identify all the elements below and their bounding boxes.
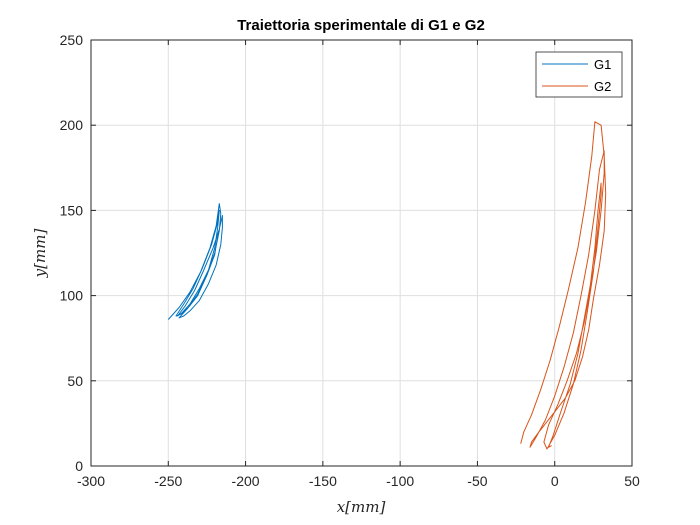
y-tick-label: 50 xyxy=(67,373,83,389)
x-tick-label: -300 xyxy=(77,473,105,489)
y-axis-label: y[mm] xyxy=(31,229,49,279)
x-tick-label: -200 xyxy=(232,473,260,489)
legend: G1 G2 xyxy=(535,51,623,98)
x-tick-label: -150 xyxy=(309,473,337,489)
legend-box xyxy=(535,51,623,98)
legend-label-g1: G1 xyxy=(594,57,611,72)
series-line-g1 xyxy=(167,203,223,320)
x-tick-label: -50 xyxy=(467,473,487,489)
ticks xyxy=(90,39,633,467)
series-line-g2 xyxy=(520,121,607,450)
x-tick-label: 50 xyxy=(624,473,640,489)
x-tick-label: -100 xyxy=(386,473,414,489)
y-tick-label: 150 xyxy=(60,202,84,218)
y-tick-label: 200 xyxy=(60,117,84,133)
legend-label-g2: G2 xyxy=(594,79,611,94)
y-tick-label: 250 xyxy=(60,32,84,48)
x-axis-label: x[mm] xyxy=(337,498,386,516)
y-tick-label: 0 xyxy=(75,458,83,474)
plot-frame xyxy=(90,39,633,467)
tick-labels: -300 -250 -200 -150 -100 -50 0 50 0 50 100 150 200 25… xyxy=(60,32,640,489)
plot-area xyxy=(91,40,632,466)
series-layer xyxy=(167,121,607,450)
x-tick-label: -250 xyxy=(154,473,182,489)
y-tick-label: 100 xyxy=(60,288,84,304)
chart-title: Traiettoria sperimentale di G1 e G2 xyxy=(237,17,485,34)
x-tick-label: 0 xyxy=(551,473,559,489)
